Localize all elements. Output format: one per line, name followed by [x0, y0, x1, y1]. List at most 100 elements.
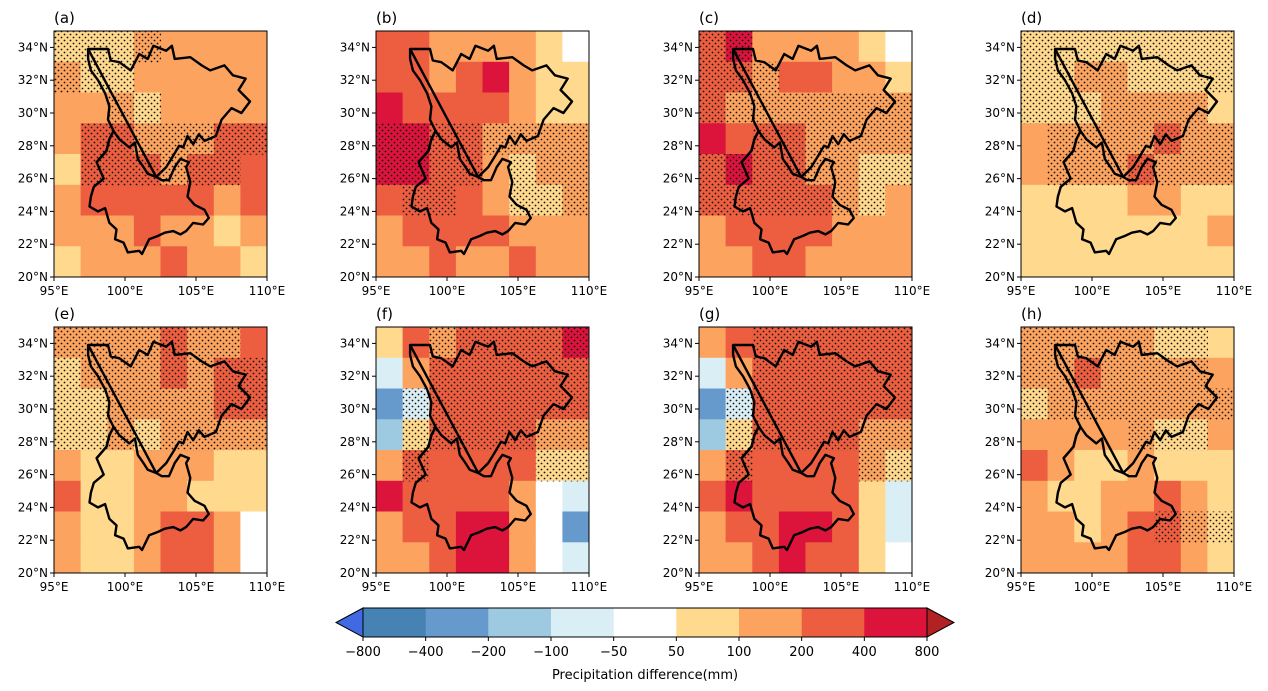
significance-stipple	[1047, 31, 1075, 63]
panel-a: (a) 95°E 100°E 105°E 110°E 20°N 22°N 24°N 26°N 28…	[18, 9, 286, 298]
significance-stipple	[805, 92, 833, 124]
y-tick-label: 28°N	[985, 139, 1015, 153]
y-tick-label: 32°N	[663, 73, 693, 87]
y-tick-label: 30°N	[985, 402, 1015, 416]
contour-cell	[1154, 542, 1182, 573]
y-tick-label: 32°N	[340, 369, 370, 383]
contour-cell	[187, 246, 215, 277]
contour-cell	[455, 92, 484, 124]
significance-stipple	[509, 154, 537, 186]
contour-cell	[187, 92, 215, 124]
colorbar-frame	[362, 607, 928, 638]
contour-cell	[725, 542, 753, 573]
x-tick-label: 95°E	[40, 580, 69, 594]
y-tick-label: 28°N	[18, 435, 48, 449]
significance-stipple	[805, 357, 833, 390]
contour-cell	[1180, 480, 1208, 513]
contour-cell	[885, 480, 912, 513]
y-tick-label: 24°N	[985, 204, 1015, 218]
contour-cell	[1047, 215, 1075, 247]
y-tick-label: 24°N	[340, 204, 370, 218]
axes-frame	[1020, 30, 1235, 278]
x-tick-label: 105°E	[1145, 284, 1182, 298]
contour-cell	[725, 246, 753, 277]
x-tick-label: 95°E	[1007, 580, 1036, 594]
colorbar-segment	[801, 608, 865, 637]
contour-cell	[509, 61, 537, 94]
y-tick-label: 22°N	[985, 237, 1015, 251]
contour-cell	[213, 511, 241, 543]
significance-stipple	[1207, 154, 1234, 186]
contour-cell	[1154, 246, 1182, 277]
significance-stipple	[805, 388, 833, 420]
contour-cell	[80, 246, 108, 277]
contour-cell	[213, 480, 241, 513]
significance-stipple	[455, 357, 484, 390]
panel-c: (c) 95°E 100°E 105°E 110°E 20°N 22°N 24°N 26°N 28…	[663, 9, 931, 298]
colorbar-tick-label: 800	[915, 645, 940, 660]
significance-stipple	[240, 419, 267, 451]
x-tick-label: 95°E	[362, 580, 391, 594]
contour-cell	[535, 215, 563, 247]
y-tick-label: 32°N	[663, 369, 693, 383]
contour-cell	[1021, 542, 1049, 573]
contour-cell	[160, 184, 188, 217]
panel-b: (b) 95°E 100°E 105°E 110°E 20°N 22°N 24°N 26°N 28…	[340, 9, 608, 298]
contour-cell	[482, 61, 510, 94]
contour-cell	[402, 92, 430, 124]
y-tick-label: 34°N	[985, 40, 1015, 54]
contour-cell	[455, 480, 484, 513]
contour-cell	[699, 246, 727, 277]
contour-cell	[1100, 419, 1129, 451]
contour-cell	[54, 480, 82, 513]
contour-cell	[376, 327, 404, 359]
contour-cell	[778, 480, 807, 513]
significance-stipple	[885, 154, 912, 186]
contour-cell	[699, 388, 727, 420]
contour-cell	[699, 450, 727, 482]
significance-stipple	[1100, 357, 1129, 390]
significance-stipple	[885, 450, 912, 482]
y-tick-label: 24°N	[18, 204, 48, 218]
significance-stipple	[805, 184, 833, 217]
significance-stipple	[402, 450, 430, 482]
significance-stipple	[1047, 92, 1075, 124]
contour-cell	[54, 215, 82, 247]
y-tick-label: 20°N	[340, 270, 370, 284]
contour-cell	[562, 480, 589, 513]
axes-frame	[53, 326, 268, 574]
significance-stipple	[562, 184, 589, 217]
y-tick-label: 24°N	[663, 500, 693, 514]
y-tick-label: 26°N	[663, 172, 693, 186]
contour-cell	[376, 92, 404, 124]
x-tick-label: 105°E	[178, 580, 215, 594]
contour-cell	[1127, 480, 1155, 513]
x-tick-label: 105°E	[500, 580, 537, 594]
contour-cell	[858, 246, 886, 277]
x-tick-label: 105°E	[823, 580, 860, 594]
significance-stipple	[535, 327, 563, 359]
axes-frame	[698, 326, 913, 574]
panel-label: (g)	[699, 305, 720, 323]
contour-cell	[858, 480, 886, 513]
contour-cell	[1127, 184, 1155, 217]
contour-cell	[213, 92, 241, 124]
significance-stipple	[699, 154, 727, 186]
contour-cell	[213, 215, 241, 247]
x-tick-label: 110°E	[571, 580, 608, 594]
y-tick-label: 32°N	[340, 73, 370, 87]
contour-cell	[80, 511, 108, 543]
significance-stipple	[80, 31, 108, 63]
contour-cell	[376, 31, 404, 63]
significance-stipple	[778, 388, 807, 420]
contour-cell	[1047, 246, 1075, 277]
axes-frame	[375, 30, 590, 278]
contour-cell	[509, 215, 537, 247]
significance-stipple	[752, 184, 780, 217]
contour-cell	[1021, 123, 1049, 155]
significance-stipple	[858, 154, 886, 186]
contour-cell	[80, 92, 108, 124]
contour-cell	[376, 388, 404, 420]
significance-stipple	[54, 357, 82, 390]
significance-stipple	[402, 388, 430, 420]
